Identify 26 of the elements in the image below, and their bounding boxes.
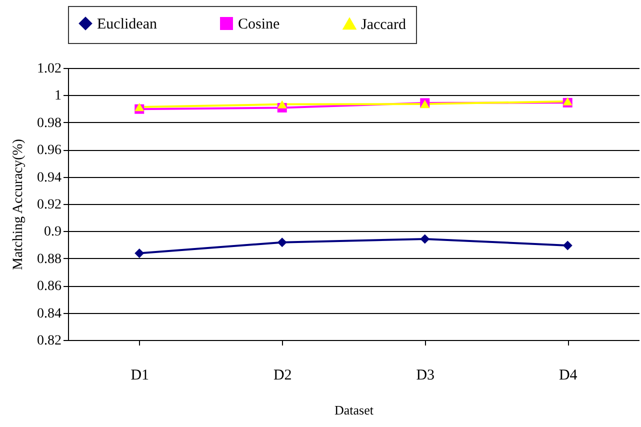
y-tick-label: 0.9 [44, 224, 62, 240]
y-tick-label: 0.82 [37, 334, 62, 348]
point [277, 100, 287, 108]
x-tick-label: D2 [273, 368, 292, 384]
legend-label: Euclidean [97, 16, 158, 33]
point [134, 248, 144, 258]
y-tick-label: 1 [54, 88, 62, 104]
point [277, 238, 287, 248]
y-axis-title: Matching Accuracy(%) [11, 138, 26, 270]
x-axis-title: Dataset [334, 402, 374, 418]
x-tick-label: D3 [416, 368, 435, 384]
y-tick-label: 0.96 [37, 143, 62, 158]
y-tick-label: 0.86 [37, 279, 62, 294]
point [420, 234, 430, 244]
y-tick-label: 0.88 [37, 252, 62, 267]
point [134, 102, 144, 112]
y-tick-label: 0.98 [37, 116, 62, 131]
y-tick-label: 1.02 [37, 62, 62, 76]
y-tick-label: 0.92 [37, 198, 62, 212]
y-tick-label: 0.84 [37, 306, 62, 322]
point [562, 240, 572, 250]
legend-label: Jaccard [361, 16, 406, 33]
x-tick-label: D1 [130, 368, 150, 384]
y-tick-label: 0.94 [37, 170, 62, 186]
x-tick-label: D4 [558, 368, 578, 384]
legend-label: Cosine [238, 16, 280, 33]
